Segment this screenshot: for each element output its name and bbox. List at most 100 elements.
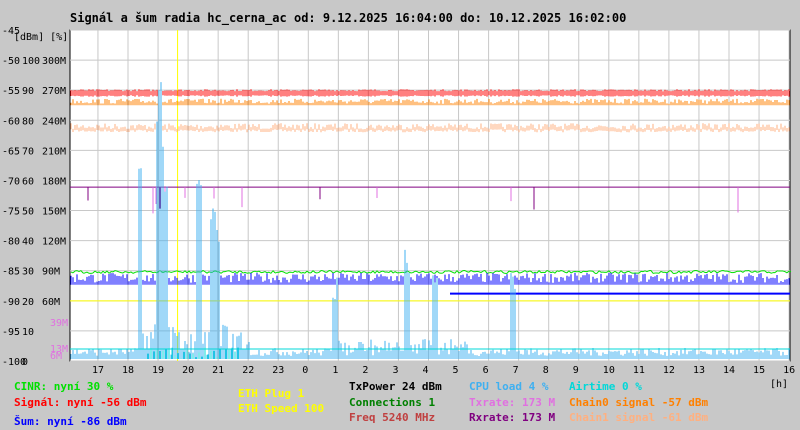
cinr-mark [176, 270, 180, 273]
cinr-mark [742, 270, 746, 273]
y-tick-label-pct: 70 [22, 146, 34, 157]
cinr-mark [782, 270, 786, 273]
cinr-mark [374, 270, 378, 274]
legend-chain0: Chain0 signal -57 dBm [569, 396, 709, 409]
cinr-mark [498, 270, 502, 272]
plot-area [69, 29, 791, 362]
cinr-mark [358, 270, 362, 274]
x-tick-label: 22 [242, 365, 254, 376]
cinr-mark [598, 270, 602, 273]
cinr-mark [204, 271, 208, 274]
cinr-mark [508, 270, 512, 273]
x-tick-label: 13 [693, 365, 705, 376]
y-tick-label-rate: 150M [42, 207, 66, 218]
cinr-mark [172, 270, 176, 273]
y-tick-label-pct: 30 [22, 267, 34, 278]
x-tick-label: 1 [332, 365, 338, 376]
cinr-mark [650, 270, 654, 274]
x-tick-label: 12 [663, 365, 675, 376]
cinr-mark [232, 270, 236, 274]
side-label: 6M [50, 351, 62, 362]
cinr-mark [84, 271, 88, 274]
x-tick-label: 6 [483, 365, 489, 376]
cinr-mark [520, 271, 524, 274]
cinr-mark [716, 271, 720, 274]
cinr-mark [390, 270, 394, 274]
y-tick-label-dbm: -50 [2, 56, 20, 67]
cinr-mark [144, 270, 148, 273]
cinr-mark [620, 270, 624, 273]
cinr-mark [72, 270, 76, 274]
x-tick-label: 10 [603, 365, 615, 376]
cinr-mark [122, 271, 126, 274]
cinr-mark [646, 270, 650, 273]
cinr-mark [784, 271, 788, 274]
x-tick-label: 21 [212, 365, 224, 376]
cinr-mark [126, 271, 130, 274]
cinr-mark [236, 270, 240, 274]
cinr-mark [130, 271, 134, 274]
cinr-mark [78, 270, 82, 273]
cinr-mark [254, 270, 258, 273]
y-tick-label-rate: 60M [42, 297, 60, 308]
side-label: 13M [50, 344, 68, 355]
cinr-mark [770, 272, 774, 274]
cinr-mark [116, 270, 120, 273]
cinr-mark [436, 270, 440, 274]
cinr-mark [180, 271, 184, 274]
cinr-mark [696, 270, 700, 273]
cinr-mark [568, 270, 572, 274]
cinr-mark [570, 271, 574, 274]
cinr-mark [700, 270, 704, 273]
cinr-mark [300, 272, 304, 274]
y-units-label: [dBm] [%] [14, 32, 68, 43]
cinr-mark [734, 270, 738, 273]
cinr-mark [606, 270, 610, 273]
cinr-mark [664, 271, 668, 274]
cinr-mark [774, 270, 778, 273]
y-tick-label-dbm: -60 [2, 116, 20, 127]
cinr-mark [106, 270, 110, 274]
cinr-mark [522, 270, 526, 273]
y-tick-label-rate: 300M [42, 56, 66, 67]
cinr-mark [698, 271, 702, 273]
cinr-mark [748, 270, 752, 273]
cinr-mark [768, 271, 772, 274]
y-tick-label-pct: 40 [22, 237, 34, 248]
cinr-mark [702, 270, 706, 273]
cinr-mark [534, 271, 538, 274]
cinr-mark [574, 270, 578, 273]
cinr-mark [284, 272, 288, 274]
cinr-mark [560, 270, 564, 272]
cinr-mark [94, 270, 98, 274]
cinr-mark [660, 270, 664, 273]
x-unit-label: [h] [770, 379, 788, 390]
cinr-mark [442, 270, 446, 274]
cinr-mark [134, 271, 138, 273]
legend-rxrate: Rxrate: 173 M [469, 411, 556, 424]
cinr-mark [334, 270, 338, 273]
cinr-mark [262, 271, 266, 273]
cinr-mark [274, 271, 278, 274]
cinr-mark [452, 272, 456, 274]
x-tick-label: 7 [513, 365, 519, 376]
cinr-mark [786, 270, 790, 274]
cinr-mark [524, 270, 528, 273]
cinr-mark [312, 270, 316, 273]
x-tick-label: 8 [543, 365, 549, 376]
cinr-mark [580, 270, 584, 274]
cinr-mark [546, 269, 550, 272]
cinr-mark [596, 270, 600, 274]
y-tick-label-pct: 80 [22, 116, 34, 127]
cinr-mark [586, 270, 590, 273]
cinr-mark [342, 270, 346, 273]
y-tick-label-pct: 0 [22, 357, 28, 368]
y-tick-label-dbm: -45 [2, 26, 20, 37]
cinr-mark [490, 272, 494, 274]
cinr-mark [514, 270, 518, 273]
x-tick-label: 5 [453, 365, 459, 376]
legend-txrate: Txrate: 173 M [469, 396, 556, 409]
cinr-mark [188, 270, 192, 274]
cinr-mark [692, 270, 696, 272]
cinr-mark [174, 270, 178, 272]
